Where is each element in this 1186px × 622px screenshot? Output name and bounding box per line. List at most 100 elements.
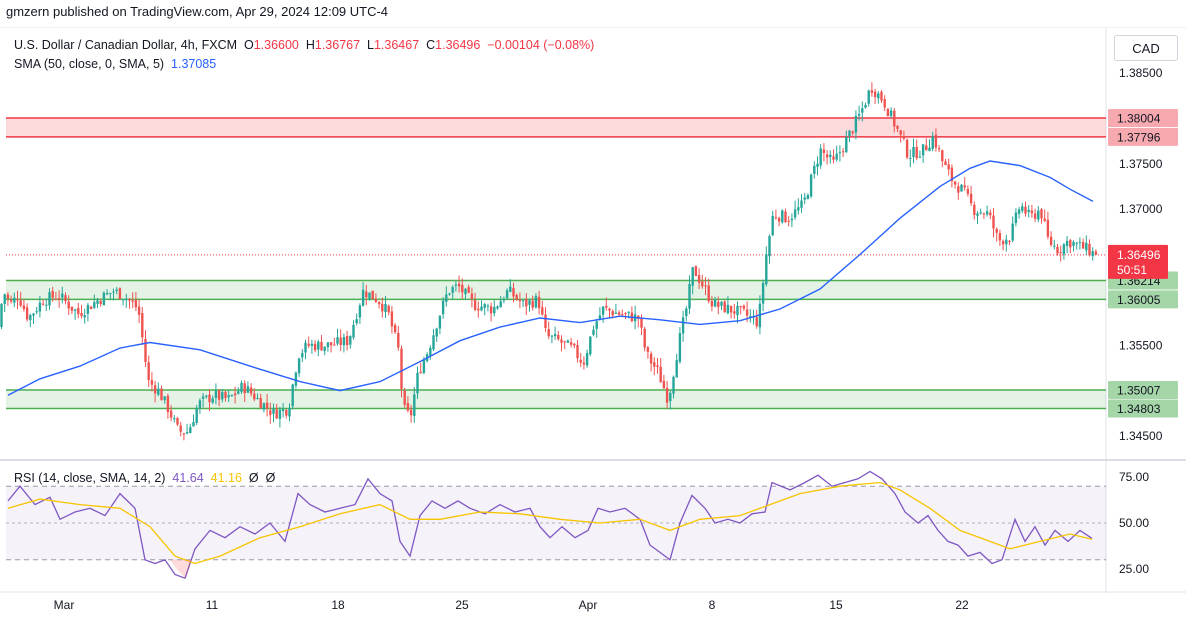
candle-body bbox=[422, 360, 426, 374]
rsi-label: RSI (14, close, SMA, 14, 2) bbox=[14, 471, 166, 485]
candle-body bbox=[173, 418, 176, 420]
candle-body bbox=[870, 90, 874, 93]
candle-body bbox=[477, 308, 480, 311]
candle-body bbox=[550, 335, 554, 337]
candle-body bbox=[905, 139, 909, 158]
rsi-band bbox=[6, 486, 1106, 560]
candle-body bbox=[966, 189, 970, 194]
candle-body bbox=[342, 337, 346, 346]
candle-body bbox=[861, 108, 864, 113]
candle-body bbox=[192, 422, 195, 427]
candle-body bbox=[553, 334, 557, 337]
candle-body bbox=[998, 233, 1002, 241]
candle-body bbox=[480, 306, 483, 311]
time-tick-label: Apr bbox=[579, 598, 598, 612]
candle-body bbox=[22, 305, 26, 310]
candle-body bbox=[51, 290, 54, 298]
time-tick-label: 11 bbox=[206, 598, 219, 612]
candle-body bbox=[35, 311, 38, 313]
candle-body bbox=[301, 353, 304, 358]
resistance-bottom-badge-label: 1.37796 bbox=[1117, 130, 1161, 144]
candle-body bbox=[451, 287, 454, 293]
candle-body bbox=[371, 290, 374, 300]
candle-body bbox=[979, 212, 982, 214]
support-2-top-badge-label: 1.35007 bbox=[1117, 383, 1161, 397]
candle-body bbox=[541, 307, 544, 315]
support-lower-zone bbox=[6, 389, 1106, 409]
candle-body bbox=[317, 341, 320, 350]
candle-body bbox=[89, 306, 93, 309]
candle-body bbox=[598, 315, 602, 320]
candle-body bbox=[109, 292, 112, 294]
candle-body bbox=[0, 303, 3, 327]
rsi-ma-value: 41.16 bbox=[210, 471, 242, 485]
candle-body bbox=[1075, 242, 1078, 244]
candle-body bbox=[521, 300, 525, 302]
candle-body bbox=[1085, 242, 1088, 251]
candle-body bbox=[899, 130, 902, 135]
candle-body bbox=[493, 307, 496, 314]
candle-body bbox=[230, 395, 234, 397]
candle-body bbox=[125, 298, 128, 300]
support-upper-zone bbox=[6, 280, 1106, 300]
candle-body bbox=[877, 93, 880, 99]
candle-body bbox=[240, 382, 243, 392]
candle-body bbox=[749, 316, 752, 318]
candle-body bbox=[656, 365, 659, 367]
candle-body bbox=[1037, 210, 1040, 220]
candle-body bbox=[1072, 241, 1075, 246]
candle-body bbox=[1059, 252, 1062, 254]
candle-body bbox=[1088, 243, 1091, 256]
candle-body bbox=[499, 301, 502, 308]
candle-body bbox=[105, 292, 109, 295]
currency-button[interactable]: CAD bbox=[1114, 35, 1178, 61]
candle-body bbox=[358, 305, 362, 318]
candle-body bbox=[121, 299, 125, 301]
sma-label: SMA (50, close, 0, SMA, 5) bbox=[14, 57, 165, 71]
candle-body bbox=[797, 207, 800, 211]
candle-body bbox=[1024, 206, 1027, 214]
candle-body bbox=[848, 130, 851, 137]
candle-body bbox=[291, 384, 294, 407]
candle-body bbox=[387, 305, 390, 313]
candle-body bbox=[169, 410, 173, 418]
sma-line bbox=[7, 160, 1094, 396]
candle-body bbox=[400, 348, 403, 389]
candle-body bbox=[438, 315, 442, 329]
candle-body bbox=[669, 392, 672, 402]
candle-body bbox=[707, 285, 710, 302]
candle-body bbox=[246, 386, 250, 393]
price-tick-label: 1.37000 bbox=[1119, 202, 1163, 216]
countdown-label: 50:51 bbox=[1117, 263, 1147, 277]
time-tick-label: 18 bbox=[331, 598, 345, 612]
candle-body bbox=[416, 372, 419, 394]
candle-body bbox=[278, 409, 282, 419]
candle-body bbox=[902, 135, 906, 139]
candle-body bbox=[201, 396, 205, 399]
candle-body bbox=[464, 288, 467, 295]
candle-body bbox=[761, 282, 765, 304]
rsi-oversold-fill bbox=[170, 559, 192, 579]
candle-body bbox=[1091, 251, 1094, 257]
candle-body bbox=[102, 292, 106, 306]
candle-body bbox=[1065, 240, 1069, 247]
time-tick-label: 22 bbox=[955, 598, 969, 612]
candle-body bbox=[1005, 239, 1008, 245]
candle-body bbox=[163, 396, 166, 401]
candle-body bbox=[809, 174, 813, 197]
candle-body bbox=[214, 390, 218, 398]
candle-body bbox=[931, 136, 934, 149]
candle-body bbox=[969, 193, 973, 204]
candle-body bbox=[1027, 209, 1030, 213]
candle-body bbox=[377, 301, 381, 305]
candle-body bbox=[147, 362, 150, 380]
time-tick-label: Mar bbox=[54, 598, 75, 612]
candle-body bbox=[896, 125, 899, 129]
candle-body bbox=[912, 146, 915, 158]
candle-body bbox=[729, 305, 733, 313]
candle-body bbox=[694, 266, 698, 277]
candle-body bbox=[921, 144, 925, 156]
candle-body bbox=[1056, 246, 1059, 254]
candle-body bbox=[6, 294, 10, 299]
